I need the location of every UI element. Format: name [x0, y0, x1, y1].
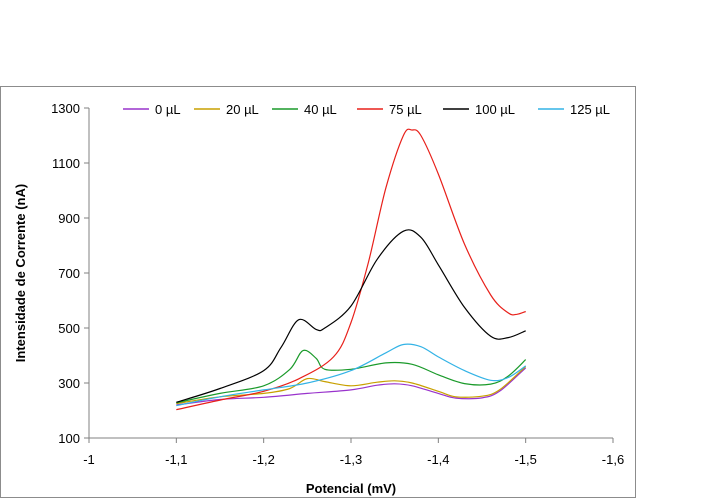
y-axis-title: Intensidade de Corrente (nA): [13, 184, 28, 362]
y-tick-label: 500: [58, 321, 80, 336]
x-axis-title: Potencial (mV): [306, 481, 396, 496]
legend-label-3: 40 µL: [304, 102, 337, 117]
series-line-2: [176, 366, 527, 405]
legend-label-6: 125 µL: [570, 102, 610, 117]
y-tick-label: 1300: [51, 101, 80, 116]
y-tick-label: 900: [58, 211, 80, 226]
series-line-1: [176, 367, 527, 406]
x-tick-label: -1,2: [252, 452, 274, 467]
legend-label-1: 0 µL: [155, 102, 181, 117]
y-tick-label: 700: [58, 266, 80, 281]
chart-frame: 100 300 500 700 900 1100 1300 -1 -1,1 -1,2 -1,3 -1,…: [0, 86, 636, 498]
y-tick-label: 1100: [52, 156, 80, 171]
axes: 100 300 500 700 900 1100 1300 -1 -1,1 -1,2 -1,3 -1,…: [51, 101, 624, 467]
series-line-6: [176, 343, 527, 407]
series-line-5: [176, 229, 526, 403]
x-tick-label: -1,1: [165, 452, 187, 467]
series-line-4: [176, 128, 526, 411]
series-line-3: [176, 349, 527, 404]
legend-label-4: 75 µL: [389, 102, 422, 117]
x-tick-label: -1,4: [427, 452, 449, 467]
x-tick-label: -1: [83, 452, 95, 467]
legend-label-5: 100 µL: [475, 102, 515, 117]
y-tick-label: 100: [58, 431, 80, 446]
x-tick-label: -1,6: [602, 452, 624, 467]
line-chart: 100 300 500 700 900 1100 1300 -1 -1,1 -1,2 -1,3 -1,…: [13, 101, 624, 496]
legend-label-2: 20 µL: [226, 102, 259, 117]
x-tick-label: -1,3: [340, 452, 362, 467]
x-tick-label: -1,5: [514, 452, 536, 467]
series-layer: [176, 128, 527, 411]
legend: 0 µL 20 µL 40 µL 75 µL 100 µL 125 µL: [123, 102, 610, 117]
y-tick-label: 300: [58, 376, 80, 391]
